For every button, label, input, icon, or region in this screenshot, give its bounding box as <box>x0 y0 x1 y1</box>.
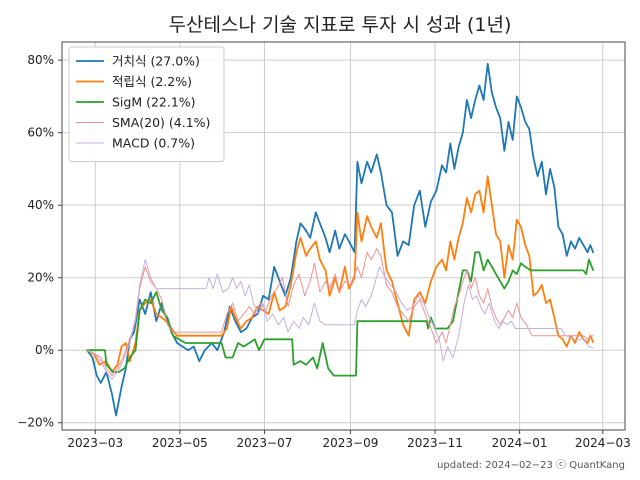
x-tick-label: 2023−03 <box>67 436 123 450</box>
x-tick-label: 2024−03 <box>575 436 631 450</box>
x-tick-label: 2023−07 <box>237 436 293 450</box>
y-tick-label: 20% <box>27 271 54 285</box>
x-tick-label: 2023−05 <box>152 436 208 450</box>
legend-label: MACD (0.7%) <box>112 136 195 151</box>
x-tick-label: 2023−11 <box>407 436 463 450</box>
legend-box <box>68 46 225 162</box>
x-tick-label: 2024−01 <box>492 436 548 450</box>
legend-label: 거치식 (27.0%) <box>112 54 200 69</box>
legend-label: SMA(20) (4.1%) <box>112 115 210 130</box>
series-line-4 <box>86 248 594 377</box>
footer-credit: updated: 2024−02−23 ⓒ QuantKang <box>437 459 625 471</box>
y-tick-label: −20% <box>17 416 54 430</box>
y-axis-ticks: −20% 0% 20% 40% 60% 80% <box>17 53 62 430</box>
series-lines <box>86 62 594 417</box>
plot-frame <box>61 41 626 431</box>
legend-label: 적립식 (2.2%) <box>112 74 192 89</box>
y-tick-label: 40% <box>27 198 54 212</box>
x-axis-ticks: 2023−03 2023−05 2023−07 2023−09 2023−11 2024−… <box>67 430 631 450</box>
plot-border <box>61 41 626 431</box>
series-line-5 <box>86 259 594 380</box>
x-tick-label: 2023−09 <box>322 436 378 450</box>
legend-label: SigM (22.1%) <box>112 95 196 110</box>
y-tick-label: 0% <box>35 343 54 357</box>
series-line-2 <box>86 175 594 373</box>
series-line-3 <box>86 251 594 377</box>
chart-title: 두산테스나 기술 지표로 투자 시 성과 (1년) <box>169 14 512 36</box>
legend: 거치식 (27.0%) 적립식 (2.2%) SigM (22.1%) SMA(20)… <box>68 46 225 162</box>
y-tick-label: 60% <box>27 126 54 140</box>
y-tick-label: 80% <box>27 53 54 67</box>
